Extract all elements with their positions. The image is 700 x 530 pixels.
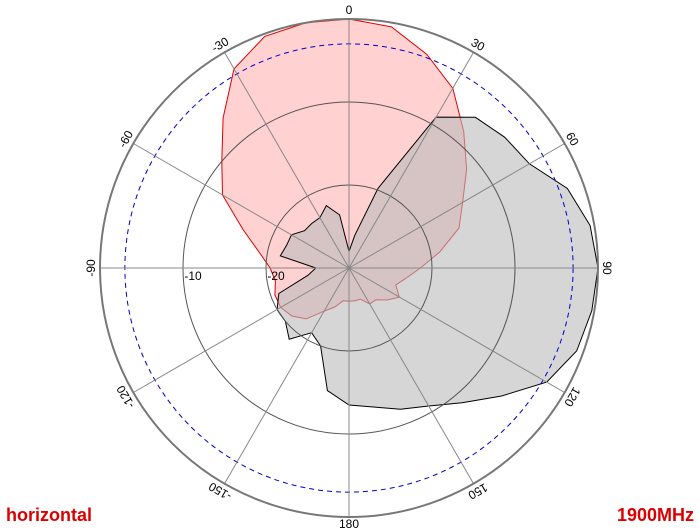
spoke [348, 143, 565, 269]
polarization-label: horizontal [6, 505, 92, 525]
outer-ring [99, 18, 599, 518]
theta-tick-label: 60 [563, 130, 582, 149]
theta-tick-label: 90 [600, 261, 614, 275]
theta-tick-label: -90 [84, 259, 98, 277]
spoke [133, 143, 350, 269]
r-tick-label: -20 [267, 269, 285, 283]
theta-tick-label: 30 [469, 35, 488, 54]
r-tick-label: -10 [184, 269, 202, 283]
spoke [348, 267, 565, 393]
spoke [348, 267, 474, 484]
spoke [133, 267, 350, 393]
spoke [348, 52, 474, 269]
theta-tick-label: 0 [346, 3, 353, 17]
spoke [224, 52, 350, 269]
frequency-label: 1900MHz [617, 505, 694, 525]
theta-tick-label: 180 [339, 517, 359, 530]
spoke [224, 267, 350, 484]
